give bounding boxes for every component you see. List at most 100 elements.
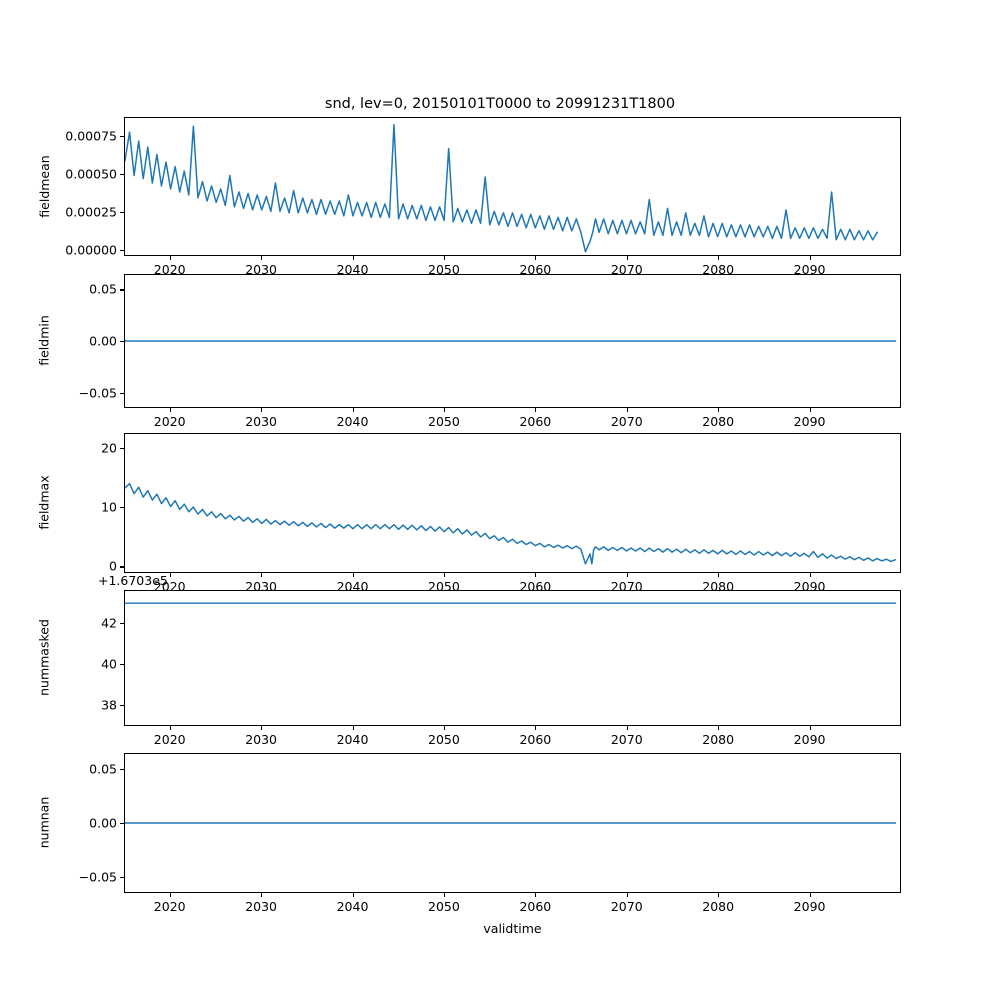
x-tick-label: 2050	[428, 414, 460, 429]
y-tick-label: 0.00025	[65, 204, 117, 220]
y-tick-label: −0.05	[78, 869, 117, 885]
y-axis-label-fieldmax: fieldmax	[36, 475, 52, 530]
x-tick-mark	[718, 408, 720, 412]
x-tick-label: 2080	[702, 414, 735, 429]
x-tick-mark	[809, 893, 811, 897]
x-tick-label: 2050	[428, 899, 460, 914]
y-tick-mark	[120, 249, 124, 251]
y-tick-label: 38	[101, 697, 117, 713]
x-tick-mark	[169, 573, 171, 577]
x-tick-label: 2050	[428, 262, 460, 277]
x-tick-label: 2060	[519, 899, 552, 914]
y-tick-mark	[120, 664, 124, 666]
x-tick-label: 2020	[153, 414, 186, 429]
subplot-fieldmean	[124, 117, 901, 256]
y-tick-mark	[120, 876, 124, 878]
x-axis-label: validtime	[483, 921, 542, 936]
y-tick-mark	[120, 769, 124, 771]
x-tick-mark	[809, 256, 811, 260]
x-tick-mark	[718, 726, 720, 730]
x-tick-mark	[443, 408, 445, 412]
y-tick-mark	[120, 289, 124, 291]
x-tick-label: 2040	[336, 899, 369, 914]
x-tick-label: 2040	[336, 414, 369, 429]
x-tick-mark	[626, 256, 628, 260]
x-tick-mark	[169, 256, 171, 260]
x-tick-mark	[626, 573, 628, 577]
y-tick-label: 0.00050	[65, 166, 117, 182]
x-tick-label: 2090	[793, 732, 826, 747]
y-tick-mark	[120, 823, 124, 825]
x-tick-label: 2090	[793, 899, 826, 914]
x-tick-mark	[535, 573, 537, 577]
x-tick-label: 2040	[336, 262, 369, 277]
x-tick-label: 2070	[610, 732, 643, 747]
y-axis-label-fieldmean: fieldmean	[36, 154, 52, 218]
y-axis-label-nummasked: nummasked	[36, 619, 52, 696]
x-tick-mark	[535, 726, 537, 730]
y-tick-mark	[120, 705, 124, 707]
x-tick-mark	[261, 726, 263, 730]
x-tick-mark	[352, 408, 354, 412]
x-tick-label: 2080	[702, 899, 735, 914]
y-tick-label: 0.00000	[65, 242, 117, 258]
x-tick-label: 2050	[428, 732, 460, 747]
y-tick-mark	[120, 211, 124, 213]
x-tick-mark	[718, 256, 720, 260]
data-line-fieldmean	[125, 123, 878, 253]
x-tick-label: 2070	[610, 414, 643, 429]
y-tick-mark	[120, 507, 124, 509]
x-tick-mark	[261, 256, 263, 260]
x-tick-mark	[352, 893, 354, 897]
y-tick-mark	[120, 566, 124, 568]
x-tick-mark	[809, 408, 811, 412]
x-tick-label: 2020	[153, 899, 186, 914]
x-tick-mark	[352, 726, 354, 730]
y-tick-label: 0.00	[89, 333, 117, 349]
x-tick-label: 2030	[245, 899, 278, 914]
subplot-numnan	[124, 753, 901, 893]
y-tick-label: 0.05	[89, 761, 117, 777]
x-tick-mark	[718, 893, 720, 897]
data-line-fieldmax	[125, 482, 897, 565]
x-tick-label: 2090	[793, 414, 826, 429]
subplot-fieldmax	[124, 433, 901, 573]
x-tick-label: 2040	[336, 732, 369, 747]
y-tick-label: 40	[101, 656, 117, 672]
x-tick-label: 2030	[245, 732, 278, 747]
x-tick-label: 2030	[245, 262, 278, 277]
y-tick-mark	[120, 135, 124, 137]
x-tick-mark	[261, 573, 263, 577]
x-tick-mark	[261, 893, 263, 897]
x-tick-label: 2020	[153, 732, 186, 747]
y-tick-mark	[120, 341, 124, 343]
x-tick-label: 2080	[702, 262, 735, 277]
x-tick-label: 2070	[610, 899, 643, 914]
x-tick-mark	[443, 726, 445, 730]
x-tick-mark	[535, 893, 537, 897]
x-tick-mark	[169, 408, 171, 412]
x-tick-mark	[626, 893, 628, 897]
x-tick-mark	[626, 408, 628, 412]
y-tick-label: 20	[101, 440, 117, 456]
x-tick-mark	[352, 256, 354, 260]
y-axis-label-numnan: numnan	[36, 796, 52, 849]
y-tick-label: 10	[101, 499, 117, 515]
x-tick-label: 2030	[245, 414, 278, 429]
y-tick-mark	[120, 392, 124, 394]
figure-title: snd, lev=0, 20150101T0000 to 20991231T18…	[324, 96, 676, 112]
y-tick-label: −0.05	[78, 385, 117, 401]
y-axis-label-fieldmin: fieldmin	[36, 315, 52, 366]
subplot-fieldmin	[124, 274, 901, 408]
y-tick-mark	[120, 622, 124, 625]
x-tick-mark	[809, 726, 811, 730]
x-tick-mark	[443, 256, 445, 260]
y-tick-label: 0.05	[89, 281, 117, 297]
data-line-nummasked	[125, 602, 897, 604]
x-tick-label: 2060	[519, 732, 552, 747]
x-tick-mark	[718, 573, 720, 577]
y-tick-mark	[120, 447, 124, 449]
x-tick-mark	[626, 726, 628, 730]
x-tick-label: 2060	[519, 414, 552, 429]
